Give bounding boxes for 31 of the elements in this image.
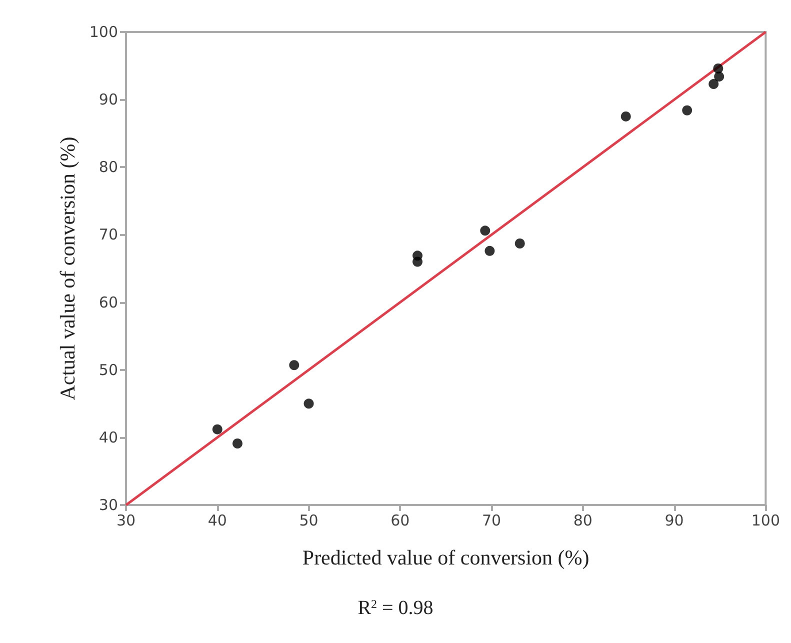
x-tick-label: 50 (299, 512, 318, 530)
x-tick-label: 60 (390, 512, 410, 530)
y-tick-label: 60 (98, 293, 118, 312)
x-tick-label: 100 (751, 512, 780, 530)
y-tick-label: 100 (89, 23, 118, 41)
point (714, 72, 724, 82)
point (232, 438, 242, 449)
x-tick-label: 30 (116, 512, 136, 530)
point (289, 360, 300, 370)
point (620, 111, 631, 122)
x-tick-label: 40 (208, 512, 227, 530)
y-tick-label: 40 (98, 428, 118, 446)
point (484, 246, 495, 256)
point (480, 226, 490, 236)
y-tick-label: 70 (98, 226, 118, 244)
point (682, 105, 692, 116)
point (713, 63, 724, 74)
point (304, 398, 314, 409)
y-tick-label: 30 (98, 496, 118, 514)
x-tick-label: 80 (573, 512, 592, 530)
y-axis-title: Actual value of conversion (%) (56, 136, 80, 400)
y-tick-label: 50 (98, 360, 118, 379)
x-tick-label: 90 (664, 512, 684, 530)
point (708, 79, 719, 90)
point (514, 238, 525, 248)
point (412, 256, 423, 267)
y-tick-label: 90 (98, 90, 118, 109)
y-tick-label: 80 (98, 158, 118, 176)
x-axis-title: Predicted value of conversion (%) (302, 546, 590, 570)
x-tick-label: 70 (482, 512, 502, 530)
point (212, 424, 222, 434)
